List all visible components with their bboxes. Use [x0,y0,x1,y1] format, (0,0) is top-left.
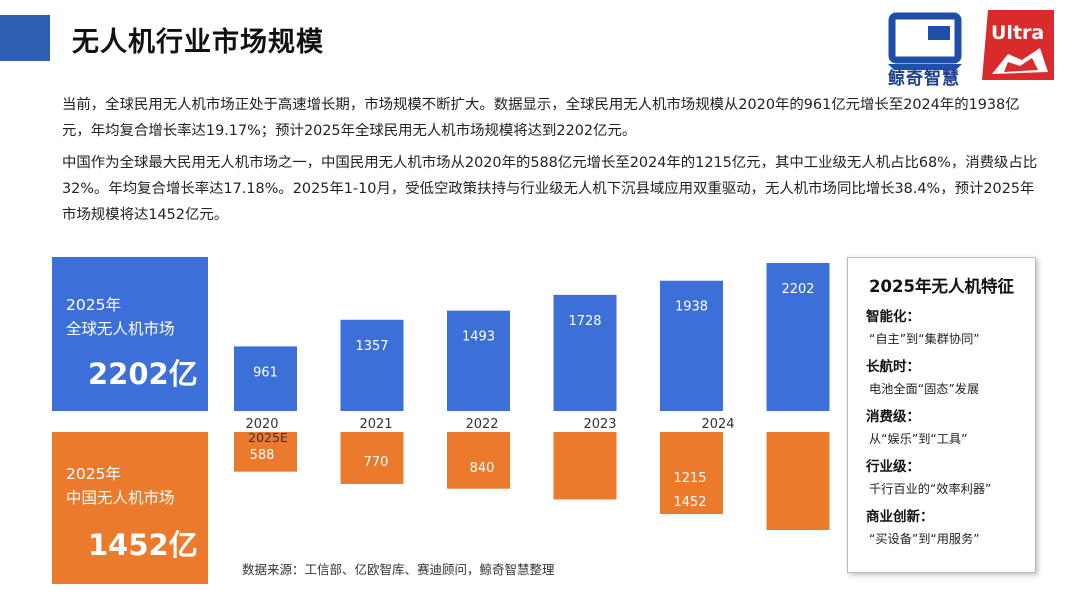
china-panel-value: 1452亿 [88,528,198,562]
global-panel-value: 2202亿 [88,357,198,391]
global-bar [660,280,723,411]
title-accent-block [0,15,50,61]
ultra-logo-text: Ultra [991,22,1044,44]
global-bar [553,294,617,411]
china-bar-label: 770 [364,455,389,470]
global-panel-label: 2025年 全球无人机市场 [66,293,175,341]
x-tick-label: 2021 [359,417,392,432]
x-tick-label-2025e: 2025E [248,430,288,445]
china-bar [234,432,297,472]
global-bar [447,310,510,411]
global-bar [340,319,404,411]
x-tick-label: 2020 [245,417,278,432]
china-bar [553,432,617,500]
global-market-panel: 2025年 全球无人机市场 2202亿 [52,257,208,411]
global-bar-label: 961 [253,365,278,380]
feature-head: 商业创新： [866,509,934,525]
global-panel-year: 2025年 [66,296,121,314]
global-panel-caption: 全球无人机市场 [66,320,175,338]
global-bar [766,263,830,411]
intro-paragraph-china: 中国作为全球最大民用无人机市场之一，中国民用无人机市场从2020年的588亿元增… [62,155,1038,223]
china-bar [766,432,830,530]
feature-item: 智能化： “自主”到“集群协同” [866,306,1031,350]
china-bar [340,432,404,484]
global-bar-label: 1493 [462,330,495,345]
global-bar [234,346,297,411]
feature-item: 消费级： 从“娱乐”到“工具” [866,406,1031,450]
feature-head: 行业级： [866,459,920,475]
feature-item: 长航时： 电池全面“固态”发展 [866,356,1031,400]
data-source-note: 数据来源：工信部、亿欧智库、赛迪顾问，鲸奇智慧整理 [242,562,555,577]
china-bar-label: 588 [250,448,275,463]
global-bar-label: 1728 [568,314,601,329]
feature-item: 行业级： 千行百业的“效率利器” [866,456,1031,500]
global-bar-label: 1938 [675,300,708,315]
features-title: 2025年无人机特征 [869,277,1014,296]
feature-head: 智能化： [866,309,920,325]
china-panel-year: 2025年 [66,465,121,483]
feature-item: 商业创新： “买设备”到“用服务” [866,506,1031,550]
china-market-panel: 2025年 中国无人机市场 1452亿 [52,432,208,584]
features-list: 智能化： “自主”到“集群协同” 长航时： 电池全面“固态”发展 消费级： 从“… [866,306,1031,556]
feature-head: 长航时： [866,359,920,375]
page-title: 无人机行业市场规模 [72,27,324,58]
x-tick-label: 2023 [583,417,616,432]
feature-desc: 从“娱乐”到“工具” [869,432,968,446]
feature-desc: 电池全面“固态”发展 [869,382,980,396]
feature-head: 消费级： [866,409,920,425]
china-panel-caption: 中国无人机市场 [66,489,175,507]
intro-paragraph-global: 当前，全球民用无人机市场正处于高速增长期，市场规模不断扩大。数据显示，全球民用无… [62,97,1020,139]
brand-logo-text: 鲸奇智慧 [888,69,960,89]
china-bar-label: 840 [470,461,495,476]
ultra-logo: Ultra [982,10,1054,80]
china-bar-label: 1452 [673,495,706,510]
features-panel: 2025年无人机特征 智能化： “自主”到“集群协同” 长航时： 电池全面“固态… [847,257,1036,573]
x-tick-label: 2024 [701,417,734,432]
china-bar-label: 1215 [673,471,706,486]
global-bar-label: 2202 [781,282,814,297]
whale-brand-logo [888,12,962,70]
global-bar-label: 1357 [355,339,388,354]
china-bar [660,432,723,515]
feature-desc: 千行百业的“效率利器” [869,482,992,496]
feature-desc: “买设备”到“用服务” [869,532,980,546]
china-panel-label: 2025年 中国无人机市场 [66,462,175,510]
feature-desc: “自主”到“集群协同” [869,332,980,346]
x-tick-label: 2022 [465,417,498,432]
china-bar [447,432,510,489]
